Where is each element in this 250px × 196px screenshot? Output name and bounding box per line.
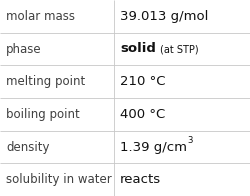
- Text: reacts: reacts: [120, 173, 161, 186]
- Text: molar mass: molar mass: [6, 10, 75, 23]
- Text: 1.39 g/cm: 1.39 g/cm: [120, 141, 187, 153]
- Text: boiling point: boiling point: [6, 108, 80, 121]
- Text: 400 °C: 400 °C: [120, 108, 165, 121]
- Text: solubility in water: solubility in water: [6, 173, 112, 186]
- Text: density: density: [6, 141, 50, 153]
- Text: 3: 3: [187, 136, 192, 145]
- Text: melting point: melting point: [6, 75, 86, 88]
- Text: 210 °C: 210 °C: [120, 75, 166, 88]
- Text: (at STP): (at STP): [160, 44, 198, 54]
- Text: 39.013 g/mol: 39.013 g/mol: [120, 10, 208, 23]
- Text: phase: phase: [6, 43, 42, 55]
- Text: solid: solid: [120, 43, 156, 55]
